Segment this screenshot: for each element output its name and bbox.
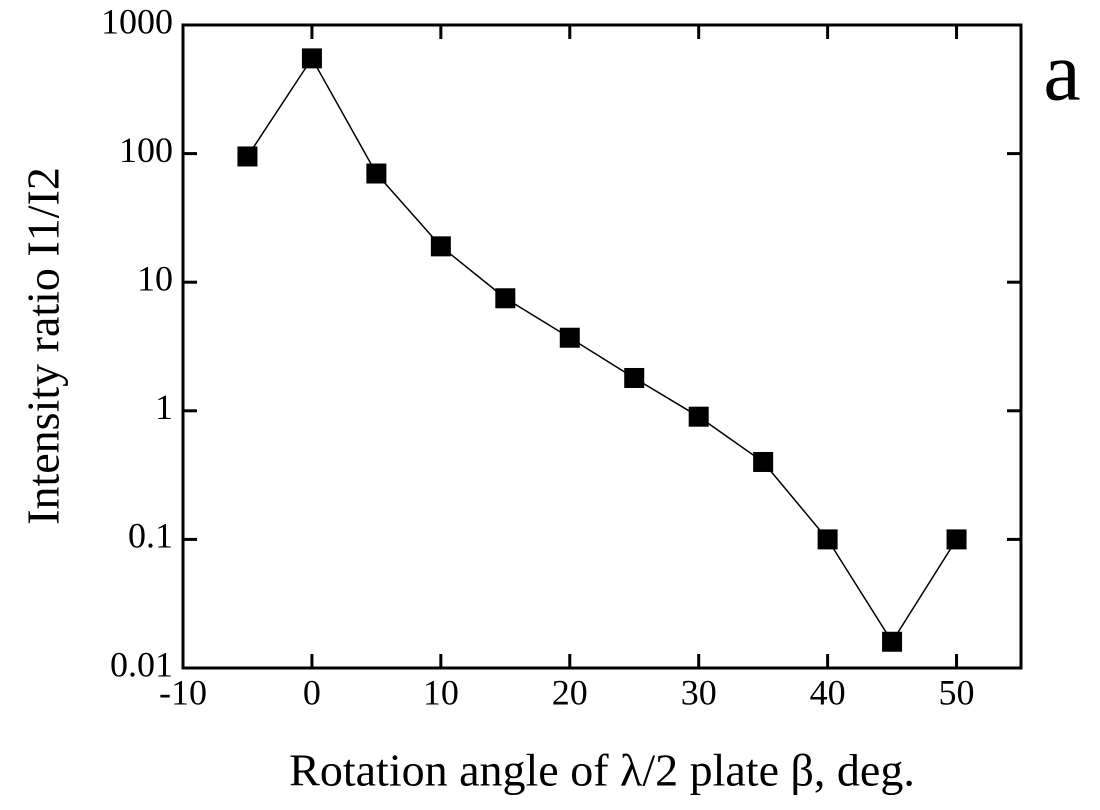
point xyxy=(753,451,774,472)
point xyxy=(817,529,838,550)
point xyxy=(237,146,258,167)
x-tick-label: 40 xyxy=(810,672,846,712)
point xyxy=(559,327,580,348)
y-tick-label: 100 xyxy=(119,130,173,170)
y-tick-label: 1000 xyxy=(101,1,173,41)
plot-frame xyxy=(181,23,1023,670)
y-tick-label: 0.1 xyxy=(128,516,173,556)
x-tick-label: 10 xyxy=(423,672,459,712)
point xyxy=(301,48,322,69)
point xyxy=(688,406,709,427)
series-line xyxy=(246,56,958,644)
x-axis-label: Rotation angle of λ/2 plate β, deg. xyxy=(289,745,915,796)
y-axis-label: Intensity ratio I1/I2 xyxy=(18,167,69,525)
x-tick-label: 0 xyxy=(303,672,321,712)
panel-label: a xyxy=(1043,25,1080,118)
point xyxy=(430,236,451,257)
y-tick-label: 10 xyxy=(137,258,173,298)
y-tick-label: 0.01 xyxy=(110,644,173,684)
point xyxy=(495,288,516,309)
x-tick-label: 30 xyxy=(681,672,717,712)
point xyxy=(946,529,967,550)
x-tick-label: 50 xyxy=(939,672,975,712)
point xyxy=(366,163,387,184)
point xyxy=(624,367,645,388)
point xyxy=(882,631,903,652)
x-tick-label: -10 xyxy=(159,672,207,712)
y-tick-label: 1 xyxy=(155,387,173,427)
x-tick-label: 20 xyxy=(552,672,588,712)
